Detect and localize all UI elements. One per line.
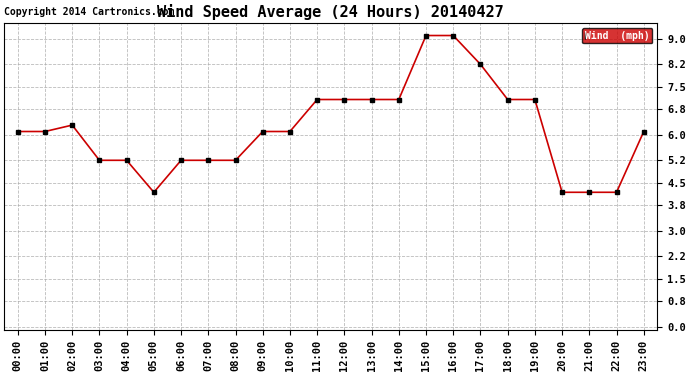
Title: Wind Speed Average (24 Hours) 20140427: Wind Speed Average (24 Hours) 20140427 bbox=[157, 4, 504, 20]
Text: Copyright 2014 Cartronics.com: Copyright 2014 Cartronics.com bbox=[4, 6, 175, 16]
Legend: Wind  (mph): Wind (mph) bbox=[582, 28, 653, 44]
